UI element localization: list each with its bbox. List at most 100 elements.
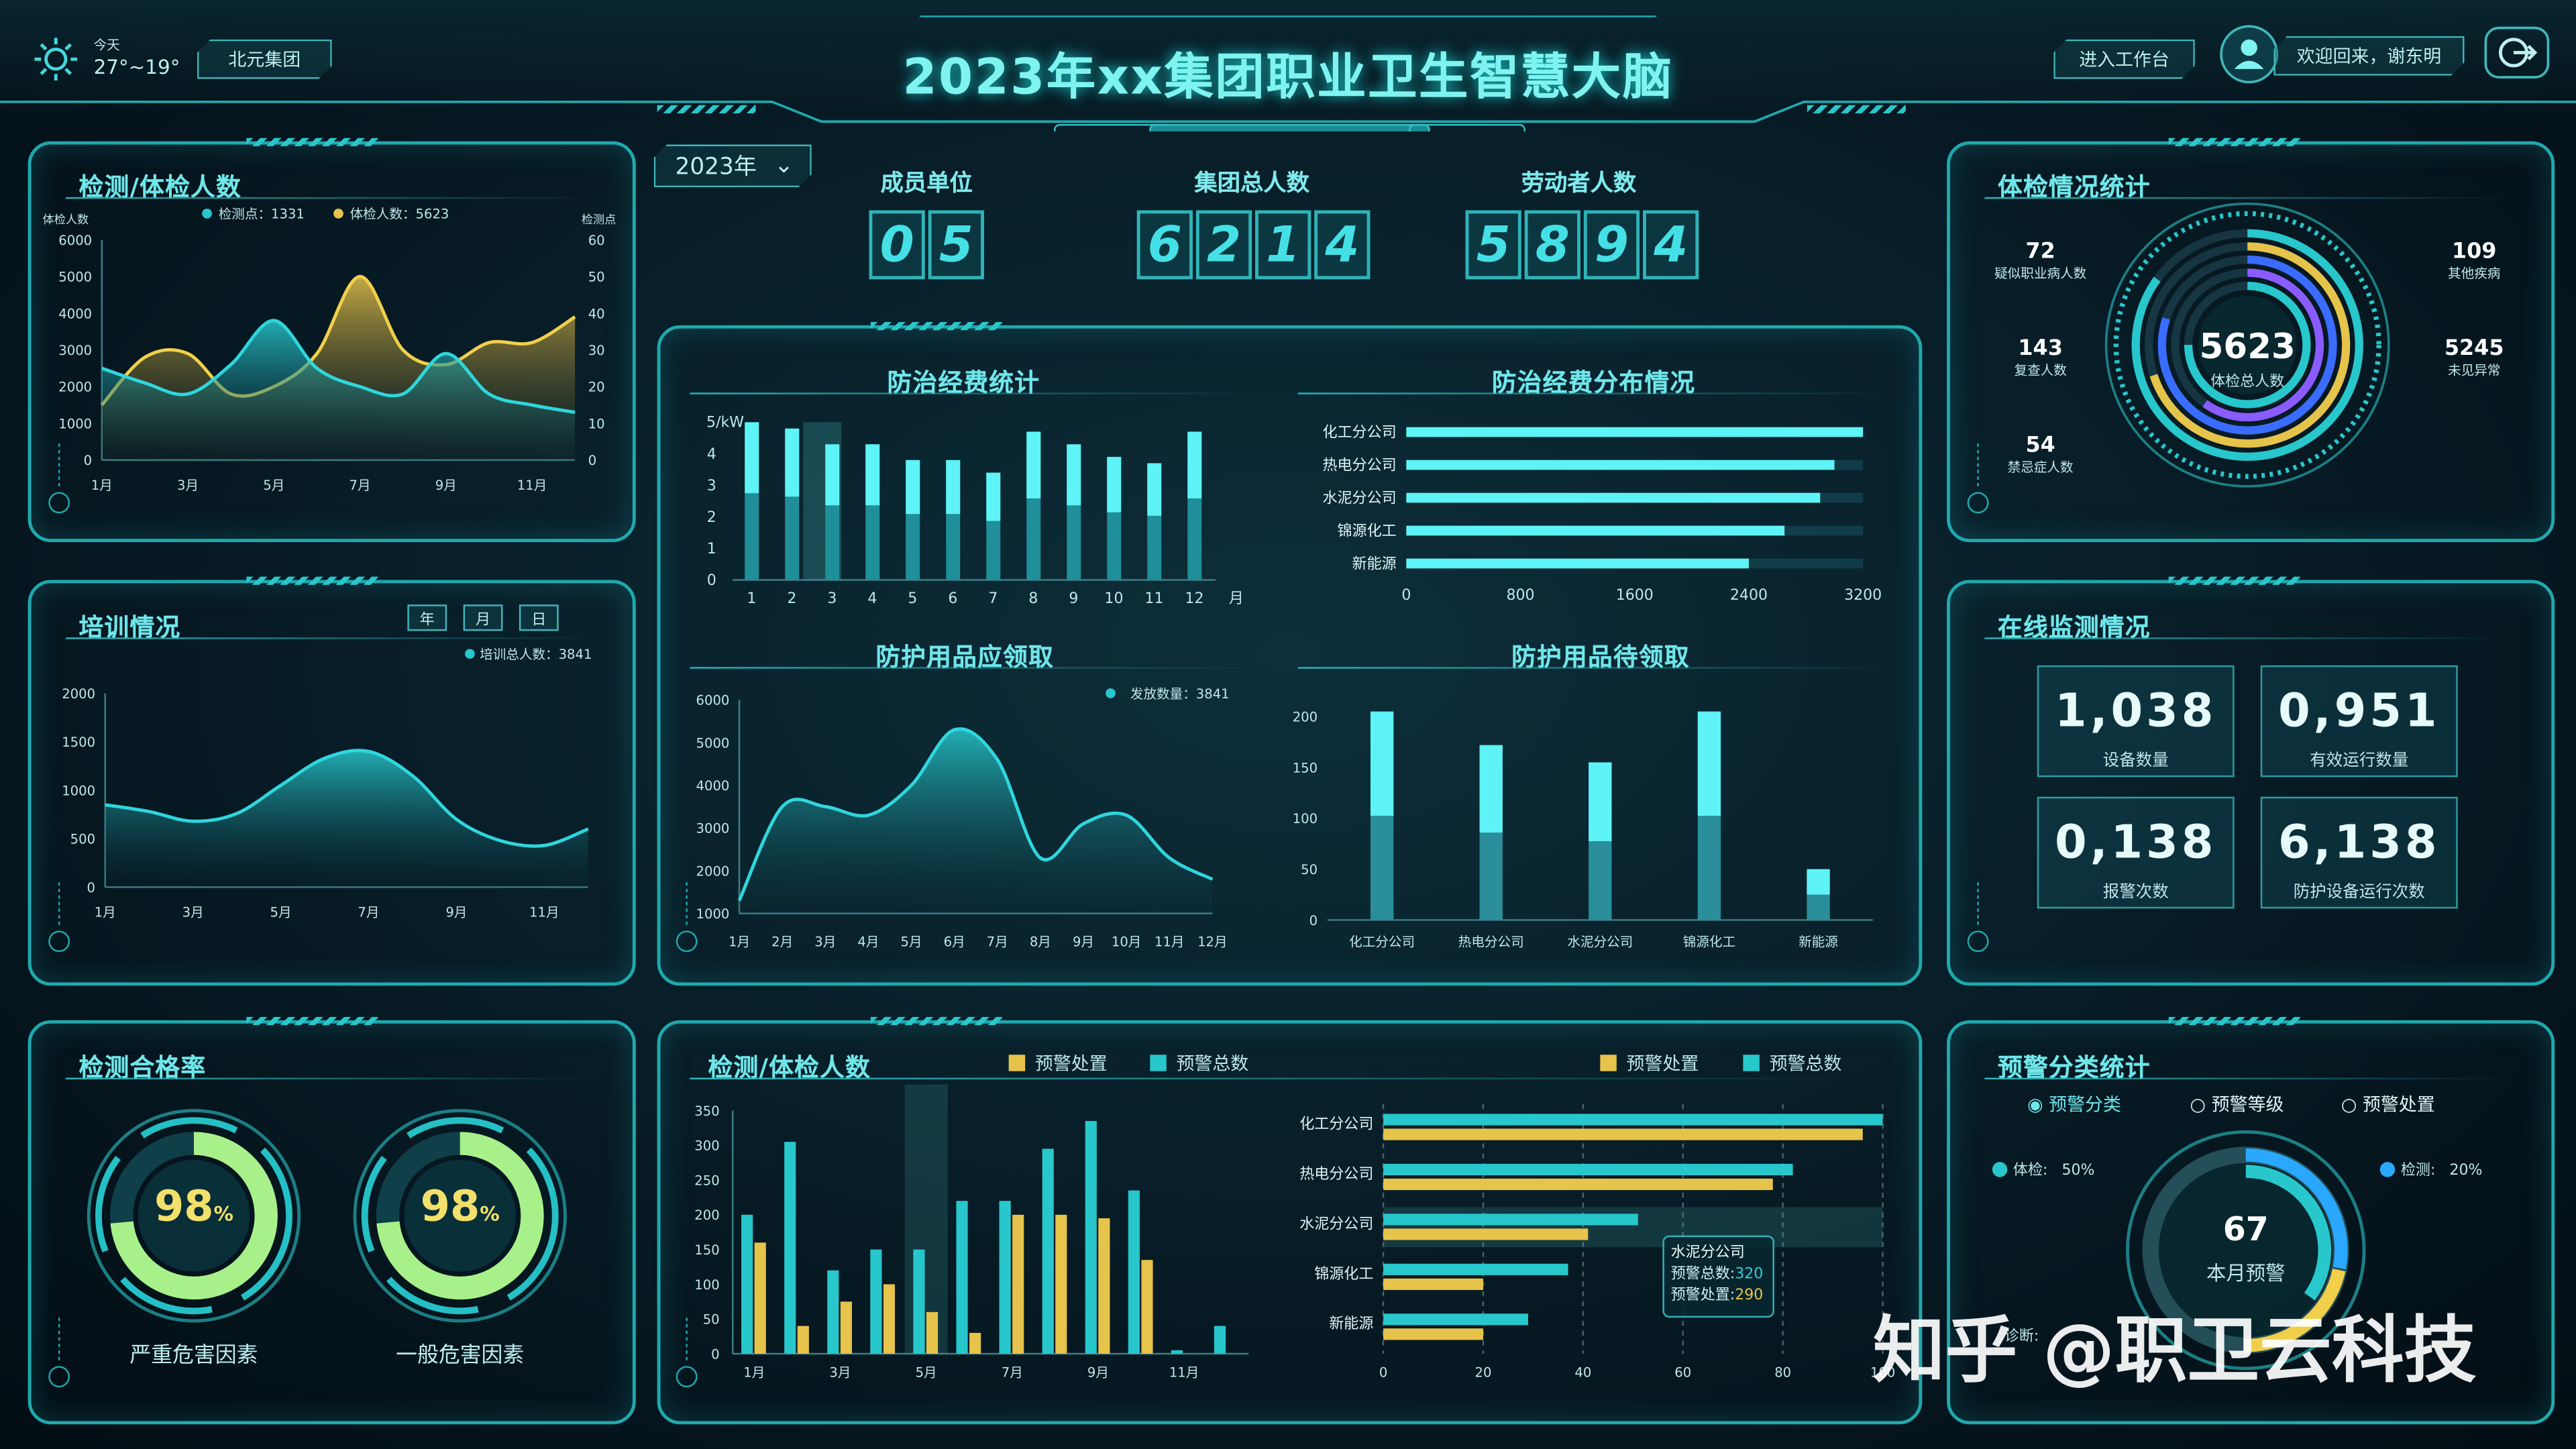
panel-stripe [246,1016,378,1026]
header-frame [0,15,2576,131]
panel-exam-title-line [65,197,592,199]
kpi-digit: 6 [1136,210,1193,280]
y-tick-label: 1 [707,541,716,557]
panel-stripe [246,138,378,146]
legend-exam-dot [333,209,343,219]
x-tick-label: 热电分公司 [1458,934,1524,950]
watermark-text: 知乎 @职卫云科技 [1872,1309,2477,1393]
year-select-value: 2023年 [675,154,757,181]
kpi-digit: 2 [1195,210,1252,280]
panel-corner-ornament [676,882,698,953]
tooltip-name: 水泥分公司 [1670,1245,1745,1262]
radio-warning-class[interactable]: ◉ 预警分类 [2027,1094,2121,1116]
y-right-tick-label: 30 [588,343,605,358]
x-tick-label: 锦源化工 [1683,934,1735,950]
ring-arc [2184,282,2311,409]
y-tick-label: 3000 [58,343,92,358]
tab-year[interactable]: 年 [407,604,447,631]
y-tick-label: 2000 [62,686,95,702]
x-tick-label: 化工分公司 [1349,934,1415,950]
warning-bars-title: 检测/体检人数 [708,1053,871,1083]
x-tick-label: 2 [787,590,796,607]
y-right-tick-label: 50 [588,270,605,285]
warning-total-bar [1128,1190,1140,1354]
ppe-pending-bar-top [1370,711,1394,816]
radio-warning-level[interactable]: ○ 预警等级 [2190,1094,2284,1116]
warning-total-bar [1171,1350,1183,1354]
funds-dist-title-line [1297,392,1890,394]
header-bar [0,0,2576,115]
y-tick-label: 1000 [62,783,95,798]
workbench-button[interactable]: 进入工作台 [2053,40,2195,79]
y-tick-label: 250 [694,1173,719,1188]
x-tick-label: 3月 [829,1364,851,1380]
x-tick-label: 5月 [270,905,292,920]
legend-exam: 体检人数：5623 [350,207,449,222]
warning-bars-title-line [690,1077,1873,1079]
x-tick-label: 10月 [1112,934,1141,950]
warning-total-bar [1085,1121,1097,1354]
gauge-center [138,1159,250,1272]
exam-center-value: 5623 [2199,327,2296,367]
year-select[interactable]: 2023年 ⌄ [654,145,812,188]
warning-class-ring [2126,1130,2366,1371]
x-tick-label: 8月 [1030,934,1051,950]
y-tick-label: 50 [703,1312,720,1328]
x-tick-label: 3200 [1844,587,1882,604]
x-tick-label: 7月 [987,934,1008,950]
panel-stripe [2168,138,2300,146]
company-button[interactable]: 北元集团 [197,40,332,79]
user-avatar-icon[interactable] [2218,23,2280,85]
x-tick-label: 1月 [91,478,113,493]
logout-icon[interactable] [2484,26,2550,78]
exam-stat-item: 5245 未见异常 [2415,337,2533,380]
x-tick-label: 2400 [1730,587,1768,604]
exam-stat-label: 复查人数 [2014,363,2067,378]
ppe-pending-bar-chart: 0 50 100 150 200 化工分公司 热电分公司 水泥分公司 锦源化工 新能源 [1293,710,1873,950]
ring-arc [2171,268,2324,422]
series-line [100,274,576,407]
funds-dist-bar [1406,558,1749,569]
legend-detect-dot [202,209,212,219]
ring-outer [2104,202,2390,488]
warning-class-title-line [1984,1077,2511,1079]
tab-day[interactable]: 日 [519,604,559,631]
panel-stripe [2168,1016,2300,1026]
x-tick-label: 1月 [743,1364,765,1380]
warn-ring-outer [2126,1130,2366,1371]
x-tick-label: 7月 [1002,1364,1023,1380]
gauge-dash-ring [95,1117,292,1315]
panel-corner-ornament [48,1318,70,1388]
warning-center-value: 67 [2222,1209,2269,1249]
warning-total-bar [784,1142,796,1354]
x-tick-label: 7 [988,590,998,607]
y-tick-label: 1500 [62,735,95,750]
chevron-down-icon: ⌄ [774,152,794,179]
y-tick-label: 3000 [696,821,730,837]
kpi-digit: 5 [928,210,984,280]
radio-warning-handle[interactable]: ○ 预警处置 [2341,1094,2435,1116]
exam-stat-value: 109 [2451,239,2497,265]
y-tick-label: 0 [84,453,92,468]
exam-stat-value: 54 [2025,433,2055,459]
weather-label: 今天 [93,38,120,53]
x-tick-label: 1月 [95,905,116,920]
warning-handled-bar [1098,1218,1110,1354]
category-label: 锦源化工 [1314,1266,1373,1283]
y-tick-label: 0 [711,1346,719,1362]
monitor-title: 在线监测情况 [1997,612,2151,643]
y-tick-label: 1000 [696,906,730,922]
gauge-fill-arc [110,1132,278,1300]
tab-month[interactable]: 月 [463,604,503,631]
welcome-text: 欢迎回来，谢东明 [2273,36,2464,76]
kpi-digit: 0 [869,210,925,280]
x-tick-label: 2月 [771,934,793,950]
warning-total-bar [1042,1148,1054,1354]
panel-corner-ornament [1967,882,1989,953]
legend-ppe-dot [1106,688,1116,698]
panel-corner-ornament [48,443,70,514]
radio-unchecked-icon: ○ [2341,1094,2357,1116]
x-tick-label: 11月 [1155,934,1185,950]
